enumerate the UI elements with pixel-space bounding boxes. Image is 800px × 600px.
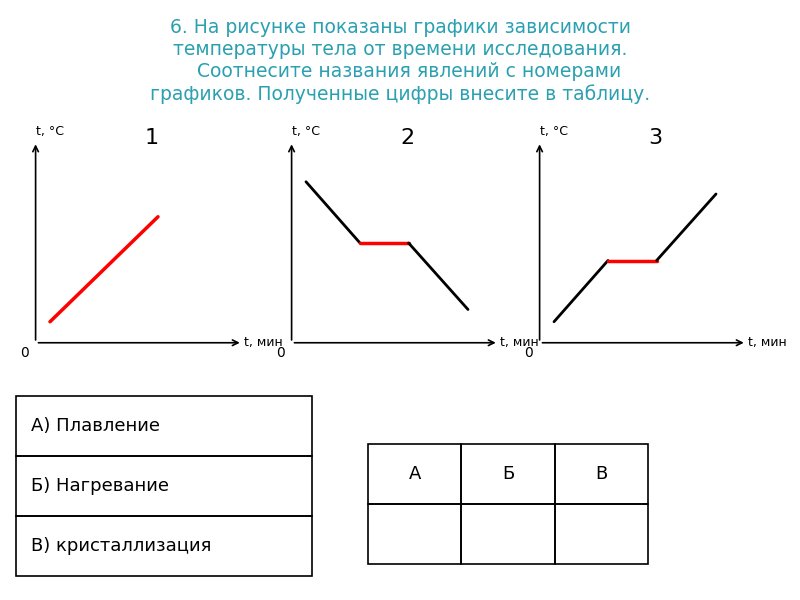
Text: t, мин: t, мин (501, 336, 539, 349)
Text: Б: Б (502, 465, 514, 483)
Text: 6. На рисунке показаны графики зависимости
температуры тела от времени исследова: 6. На рисунке показаны графики зависимос… (150, 18, 650, 104)
Bar (462, 504, 554, 564)
Bar (554, 444, 648, 504)
Text: t, °C: t, °C (539, 125, 568, 138)
Bar (462, 444, 554, 504)
Bar (368, 504, 462, 564)
Text: Б) Нагревание: Б) Нагревание (30, 477, 169, 495)
Text: А: А (409, 465, 421, 483)
Text: 3: 3 (648, 127, 662, 148)
Text: t, °C: t, °C (292, 125, 320, 138)
Text: t, мин: t, мин (245, 336, 283, 349)
Text: А) Плавление: А) Плавление (30, 417, 160, 435)
Text: В) кристаллизация: В) кристаллизация (30, 537, 211, 555)
Text: В: В (595, 465, 607, 483)
Text: 0: 0 (524, 346, 533, 360)
Text: 2: 2 (400, 127, 414, 148)
Text: t, мин: t, мин (749, 336, 787, 349)
Text: 0: 0 (20, 346, 29, 360)
Bar (554, 504, 648, 564)
Text: 1: 1 (144, 127, 158, 148)
Text: t, °C: t, °C (36, 125, 64, 138)
Bar (16, 396, 312, 456)
Bar (16, 456, 312, 516)
Bar (368, 444, 462, 504)
Bar (16, 516, 312, 576)
Text: 0: 0 (276, 346, 285, 360)
